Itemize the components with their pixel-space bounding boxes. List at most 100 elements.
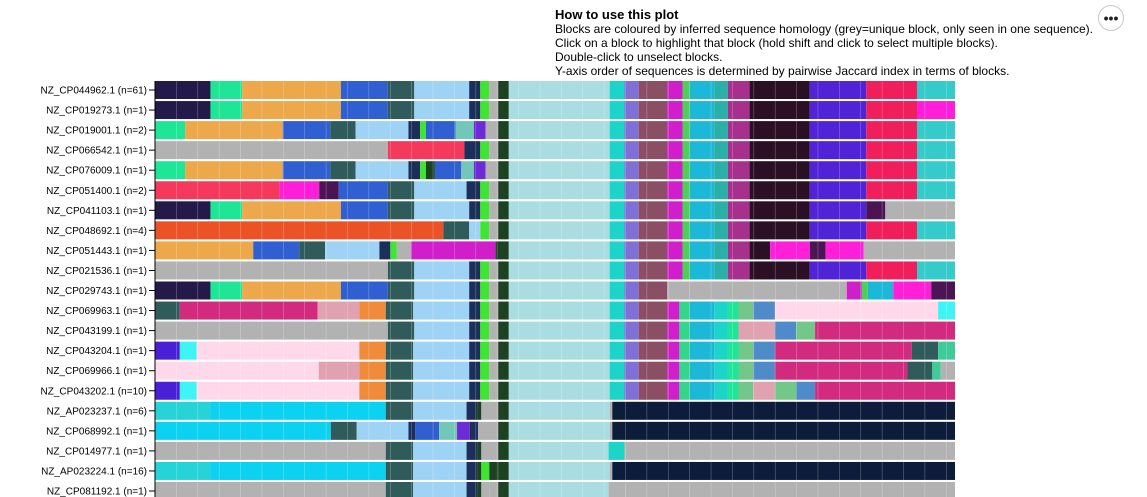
block-segment[interactable] xyxy=(749,141,810,160)
block-segment[interactable] xyxy=(714,201,728,220)
block-segment[interactable] xyxy=(155,221,444,240)
block-segment[interactable] xyxy=(749,81,810,99)
block-segment[interactable] xyxy=(455,121,474,140)
block-segment[interactable] xyxy=(282,161,331,180)
block-segment[interactable] xyxy=(609,361,625,380)
block-segment[interactable] xyxy=(210,101,243,120)
block-segment[interactable] xyxy=(385,401,414,420)
block-segment[interactable] xyxy=(253,241,300,260)
block-segment[interactable] xyxy=(473,161,486,180)
block-segment[interactable] xyxy=(508,81,610,99)
block-segment[interactable] xyxy=(469,301,481,320)
block-segment[interactable] xyxy=(481,482,490,497)
block-segment[interactable] xyxy=(667,101,683,120)
block-segment[interactable] xyxy=(387,141,465,160)
block-segment[interactable] xyxy=(355,161,409,180)
block-segment[interactable] xyxy=(242,281,341,300)
block-segment[interactable] xyxy=(749,161,810,180)
block-segment[interactable] xyxy=(155,441,386,460)
block-segment[interactable] xyxy=(498,281,509,300)
block-segment[interactable] xyxy=(749,221,810,240)
block-segment[interactable] xyxy=(489,261,499,280)
block-segment[interactable] xyxy=(809,141,867,160)
block-segment[interactable] xyxy=(774,381,797,400)
block-segment[interactable] xyxy=(480,181,490,200)
block-segment[interactable] xyxy=(508,461,610,480)
block-segment[interactable] xyxy=(480,81,490,99)
block-segment[interactable] xyxy=(624,81,639,99)
block-segment[interactable] xyxy=(385,381,414,400)
block-segment[interactable] xyxy=(689,201,715,220)
block-segment[interactable] xyxy=(612,421,955,440)
block-segment[interactable] xyxy=(469,381,481,400)
block-segment[interactable] xyxy=(155,381,180,400)
block-segment[interactable] xyxy=(738,381,754,400)
block-segment[interactable] xyxy=(638,161,668,180)
block-segment[interactable] xyxy=(415,421,440,440)
block-segment[interactable] xyxy=(689,101,715,120)
block-segment[interactable] xyxy=(469,81,481,99)
block-segment[interactable] xyxy=(608,482,955,497)
block-segment[interactable] xyxy=(753,341,775,360)
block-segment[interactable] xyxy=(385,441,414,460)
block-segment[interactable] xyxy=(498,201,509,220)
block-segment[interactable] xyxy=(714,161,728,180)
block-segment[interactable] xyxy=(809,121,867,140)
block-segment[interactable] xyxy=(480,381,490,400)
block-segment[interactable] xyxy=(825,241,864,260)
block-segment[interactable] xyxy=(330,421,357,440)
block-segment[interactable] xyxy=(242,101,341,120)
block-segment[interactable] xyxy=(155,281,211,300)
block-segment[interactable] xyxy=(489,181,499,200)
block-segment[interactable] xyxy=(508,482,609,497)
block-segment[interactable] xyxy=(359,361,386,380)
block-segment[interactable] xyxy=(638,341,668,360)
block-segment[interactable] xyxy=(359,341,386,360)
block-segment[interactable] xyxy=(489,281,499,300)
block-segment[interactable] xyxy=(387,101,415,120)
block-segment[interactable] xyxy=(624,101,639,120)
block-segment[interactable] xyxy=(682,121,690,140)
block-segment[interactable] xyxy=(738,341,754,360)
block-segment[interactable] xyxy=(815,321,955,340)
block-segment[interactable] xyxy=(210,281,243,300)
block-segment[interactable] xyxy=(489,101,499,120)
block-segment[interactable] xyxy=(714,241,728,260)
block-segment[interactable] xyxy=(893,281,932,300)
block-segment[interactable] xyxy=(624,281,639,300)
block-segment[interactable] xyxy=(480,321,490,340)
block-segment[interactable] xyxy=(498,482,509,497)
block-segment[interactable] xyxy=(609,241,625,260)
block-segment[interactable] xyxy=(624,441,955,460)
block-segment[interactable] xyxy=(753,361,775,380)
block-segment[interactable] xyxy=(498,121,509,140)
block-segment[interactable] xyxy=(155,241,254,260)
block-segment[interactable] xyxy=(638,241,668,260)
block-segment[interactable] xyxy=(667,361,680,380)
block-segment[interactable] xyxy=(689,181,715,200)
block-segment[interactable] xyxy=(359,381,386,400)
block-segment[interactable] xyxy=(624,361,639,380)
block-segment[interactable] xyxy=(609,181,625,200)
block-segment[interactable] xyxy=(379,241,391,260)
block-segment[interactable] xyxy=(414,281,470,300)
block-segment[interactable] xyxy=(609,141,625,160)
block-segment[interactable] xyxy=(866,261,917,280)
block-segment[interactable] xyxy=(340,281,388,300)
block-segment[interactable] xyxy=(508,241,610,260)
block-segment[interactable] xyxy=(667,381,680,400)
block-segment[interactable] xyxy=(638,81,668,99)
block-segment[interactable] xyxy=(679,361,690,380)
block-segment[interactable] xyxy=(385,461,414,480)
block-segment[interactable] xyxy=(815,381,955,400)
block-segment[interactable] xyxy=(727,361,739,380)
block-segment[interactable] xyxy=(508,401,610,420)
block-segment[interactable] xyxy=(667,81,683,99)
block-segment[interactable] xyxy=(508,301,610,320)
block-segment[interactable] xyxy=(478,421,499,440)
block-segment[interactable] xyxy=(689,381,715,400)
block-segment[interactable] xyxy=(689,241,715,260)
block-segment[interactable] xyxy=(356,421,409,440)
block-segment[interactable] xyxy=(916,221,955,240)
block-segment[interactable] xyxy=(938,301,955,320)
